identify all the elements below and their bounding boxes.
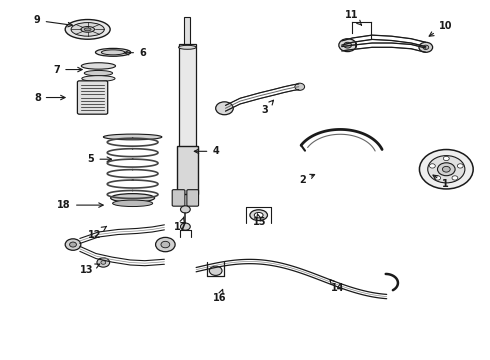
Circle shape (180, 206, 190, 213)
Ellipse shape (71, 23, 104, 36)
Text: 16: 16 (213, 289, 226, 303)
Text: 5: 5 (88, 154, 112, 164)
FancyBboxPatch shape (77, 81, 108, 114)
Circle shape (343, 42, 351, 48)
Ellipse shape (65, 19, 110, 39)
FancyBboxPatch shape (187, 190, 198, 206)
Ellipse shape (111, 194, 155, 202)
Ellipse shape (81, 27, 95, 32)
Ellipse shape (179, 45, 195, 49)
FancyBboxPatch shape (184, 17, 190, 47)
Circle shape (65, 239, 81, 250)
Text: 1: 1 (433, 175, 449, 189)
Ellipse shape (250, 210, 268, 221)
Circle shape (180, 223, 190, 230)
Text: 10: 10 (429, 21, 452, 36)
Text: 6: 6 (124, 48, 146, 58)
Ellipse shape (82, 76, 115, 81)
Ellipse shape (178, 149, 196, 153)
Ellipse shape (84, 71, 113, 76)
Text: 7: 7 (53, 64, 82, 75)
Text: 2: 2 (299, 174, 315, 185)
Text: 13: 13 (79, 264, 99, 275)
Text: 8: 8 (34, 93, 65, 103)
Circle shape (435, 176, 441, 180)
Circle shape (216, 102, 233, 115)
Ellipse shape (103, 134, 162, 140)
Ellipse shape (84, 28, 91, 31)
Circle shape (428, 156, 465, 183)
Text: 18: 18 (57, 200, 103, 210)
Circle shape (419, 149, 473, 189)
Circle shape (209, 266, 222, 275)
Text: 4: 4 (195, 146, 219, 156)
Circle shape (161, 241, 170, 248)
Text: 15: 15 (253, 214, 267, 227)
FancyBboxPatch shape (172, 190, 185, 206)
Circle shape (452, 176, 458, 180)
Circle shape (156, 237, 175, 252)
Text: 9: 9 (34, 15, 73, 27)
Circle shape (101, 261, 106, 264)
Ellipse shape (113, 200, 153, 207)
Circle shape (438, 163, 455, 176)
Text: 3: 3 (261, 100, 273, 115)
Circle shape (295, 83, 305, 90)
Circle shape (429, 164, 435, 168)
Circle shape (339, 39, 356, 51)
Circle shape (457, 164, 463, 168)
Circle shape (443, 156, 449, 161)
FancyBboxPatch shape (178, 44, 196, 151)
Circle shape (70, 242, 76, 247)
Text: 11: 11 (345, 10, 362, 25)
Text: 17: 17 (174, 217, 187, 232)
Ellipse shape (96, 48, 131, 56)
FancyBboxPatch shape (176, 146, 198, 194)
Text: 14: 14 (330, 279, 344, 293)
Circle shape (97, 258, 110, 267)
Ellipse shape (178, 45, 196, 49)
Text: 12: 12 (88, 226, 106, 239)
Ellipse shape (81, 63, 116, 69)
Circle shape (442, 166, 450, 172)
Ellipse shape (101, 50, 125, 55)
Circle shape (423, 45, 429, 49)
Circle shape (419, 42, 433, 52)
Ellipse shape (254, 212, 263, 218)
